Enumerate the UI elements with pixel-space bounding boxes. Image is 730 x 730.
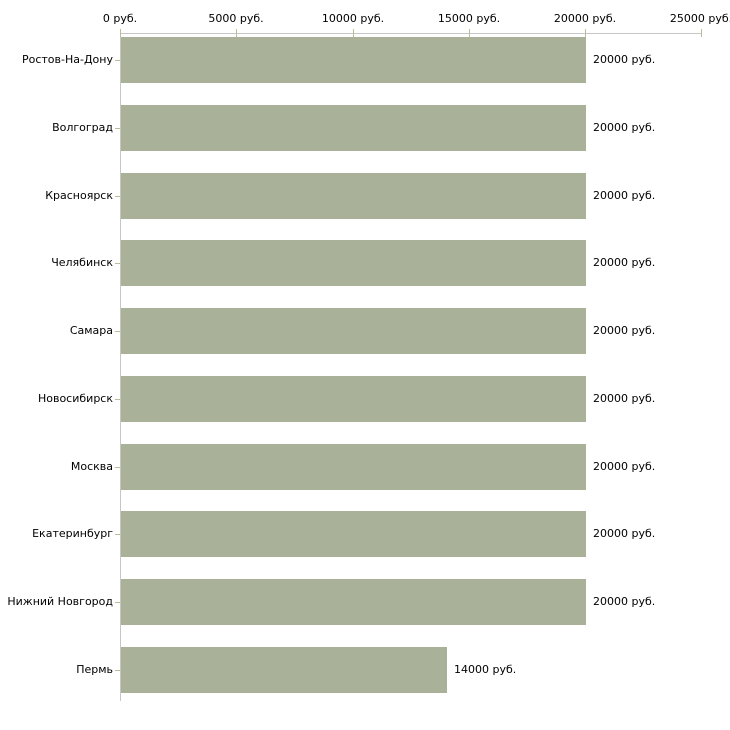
bar[interactable] bbox=[121, 444, 586, 490]
value-label: 20000 руб. bbox=[593, 392, 656, 405]
value-label: 20000 руб. bbox=[593, 527, 656, 540]
bar[interactable] bbox=[121, 240, 586, 286]
x-axis-tick bbox=[120, 29, 121, 37]
value-label: 20000 руб. bbox=[593, 189, 656, 202]
value-label: 20000 руб. bbox=[593, 460, 656, 473]
category-tick bbox=[115, 196, 120, 197]
category-label: Новосибирск bbox=[37, 392, 113, 405]
bar[interactable] bbox=[121, 511, 586, 557]
category-label: Екатеринбург bbox=[32, 527, 113, 540]
bar[interactable] bbox=[121, 579, 586, 625]
x-axis-tick bbox=[701, 29, 702, 37]
x-axis-line bbox=[120, 33, 702, 34]
x-axis-tick-label: 10000 руб. bbox=[321, 12, 385, 25]
category-label: Москва bbox=[70, 460, 113, 473]
value-label: 20000 руб. bbox=[593, 256, 656, 269]
value-label: 20000 руб. bbox=[593, 53, 656, 66]
x-axis-tick-label: 15000 руб. bbox=[437, 12, 501, 25]
category-tick bbox=[115, 602, 120, 603]
bar[interactable] bbox=[121, 647, 447, 693]
x-axis-tick-label: 0 руб. bbox=[102, 12, 138, 25]
category-label: Челябинск bbox=[51, 256, 113, 269]
x-axis-tick-label: 5000 руб. bbox=[208, 12, 264, 25]
category-label: Нижний Новгород bbox=[7, 595, 113, 608]
x-axis-tick bbox=[236, 29, 237, 37]
x-axis-tick-label: 20000 руб. bbox=[553, 12, 617, 25]
category-tick bbox=[115, 399, 120, 400]
category-tick bbox=[115, 670, 120, 671]
category-label: Пермь bbox=[76, 663, 113, 676]
y-axis-line bbox=[120, 33, 121, 701]
bar[interactable] bbox=[121, 376, 586, 422]
value-label: 14000 руб. bbox=[454, 663, 517, 676]
category-label: Самара bbox=[69, 324, 113, 337]
category-tick bbox=[115, 331, 120, 332]
x-axis-tick bbox=[353, 29, 354, 37]
bar[interactable] bbox=[121, 173, 586, 219]
category-tick bbox=[115, 60, 120, 61]
value-label: 20000 руб. bbox=[593, 324, 656, 337]
bar[interactable] bbox=[121, 308, 586, 354]
value-label: 20000 руб. bbox=[593, 121, 656, 134]
x-axis-tick bbox=[469, 29, 470, 37]
x-axis-tick bbox=[585, 29, 586, 37]
category-tick bbox=[115, 534, 120, 535]
x-axis-tick-label: 25000 руб. bbox=[669, 12, 730, 25]
category-label: Волгоград bbox=[52, 121, 113, 134]
bar[interactable] bbox=[121, 105, 586, 151]
category-label: Ростов-На-Дону bbox=[21, 53, 113, 66]
category-label: Красноярск bbox=[45, 189, 113, 202]
category-tick bbox=[115, 128, 120, 129]
category-tick bbox=[115, 467, 120, 468]
bar[interactable] bbox=[121, 37, 586, 83]
value-label: 20000 руб. bbox=[593, 595, 656, 608]
category-tick bbox=[115, 263, 120, 264]
